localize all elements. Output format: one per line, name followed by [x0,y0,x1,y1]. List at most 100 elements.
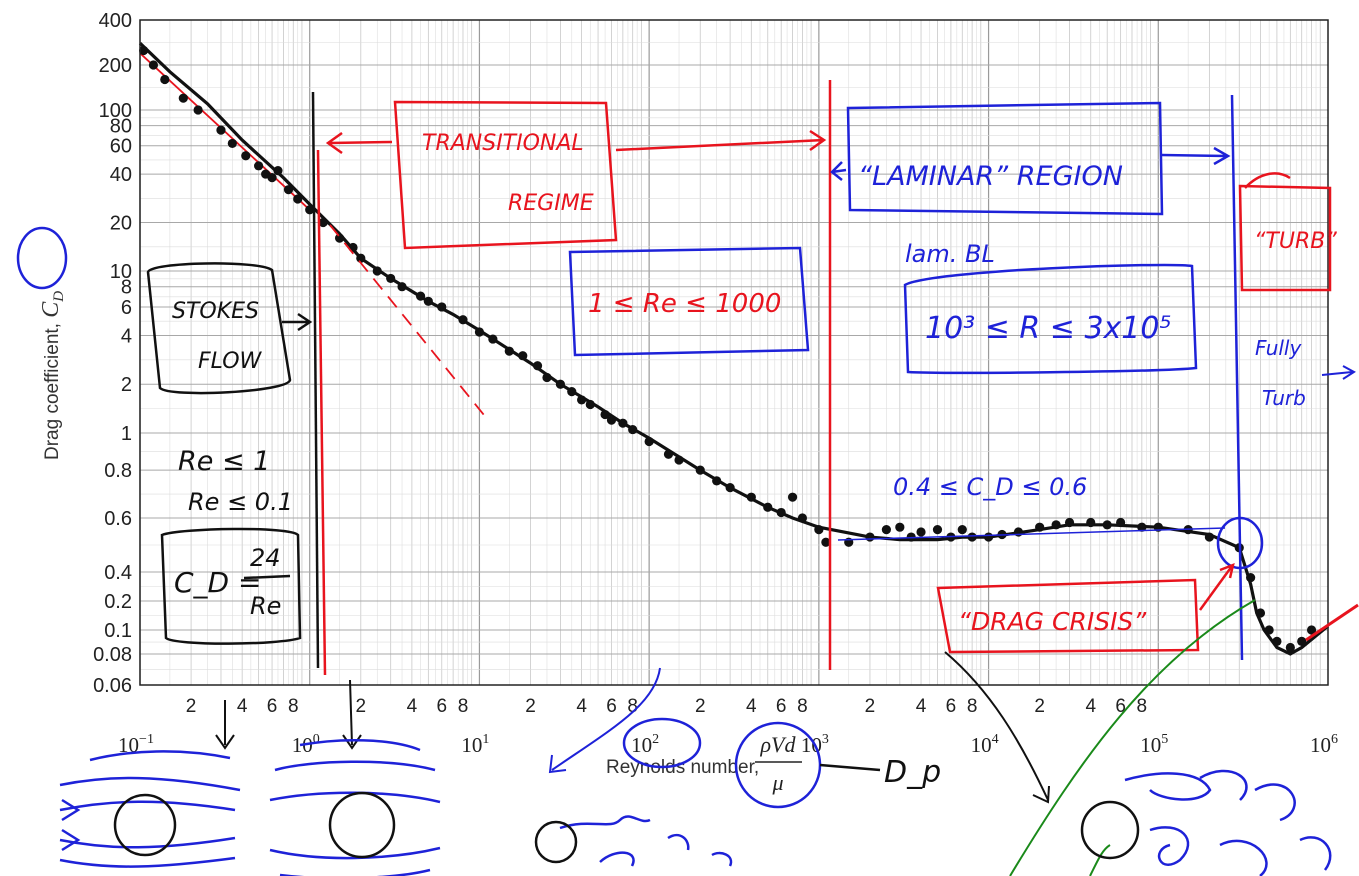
data-point [567,387,577,397]
y-tick-label: 10 [110,261,132,283]
data-point [356,253,366,263]
cd-formula-left: C_D = [174,566,261,599]
data-point [138,45,149,56]
data-point [273,166,283,176]
data-point [600,409,610,420]
data-point [423,296,433,306]
x-minor-tick-label: 6 [436,696,447,717]
data-point [193,105,203,115]
data-point [254,161,264,171]
data-point [916,527,926,537]
re-range-box [568,246,810,357]
r-range-box [903,263,1198,375]
data-point [585,399,595,410]
x-minor-tick-label: 2 [525,696,536,717]
data-point [293,194,303,204]
y-tick-label: 0.6 [104,508,132,530]
x-tick-labels: 2 4 6 8 2 4 6 8 2 4 6 8 2 4 6 8 2 4 6 8 2 4 6 810−1 100 101 102 103… [118,696,1338,757]
x-decade-tick-exponent: 3 [822,732,829,747]
x-decade-tick-exponent: 1 [482,732,489,747]
x-minor-tick-label: 8 [288,696,299,717]
x-minor-tick-label: 8 [797,696,808,717]
green-curve [1009,599,1256,876]
x-decade-tick-label: 102 [631,732,659,757]
data-point [1272,636,1282,646]
y-axis-title-text: Drag coefficient, [42,318,63,460]
r-range-label: 10³ ≤ R ≤ 3x10⁵ [925,311,1172,346]
data-point [695,465,705,475]
data-point [1204,532,1214,542]
x-minor-tick-label: 8 [967,696,978,717]
data-point [814,524,824,535]
dp-annotation: D_p [884,755,941,790]
data-point [776,507,786,518]
data-point [542,372,552,383]
y-axis-title-symbol: C [38,301,64,318]
x-minor-tick-label: 4 [407,696,418,717]
data-point [577,395,587,405]
x-minor-tick-label: 8 [458,696,469,717]
data-point [372,266,382,276]
data-point [1297,636,1307,646]
drag-crisis-box [936,578,1200,654]
x-minor-tick-label: 8 [1137,696,1148,717]
data-point [458,315,468,325]
data-point [1137,522,1147,532]
drag-crisis-label: “DRAG CRISIS” [958,607,1147,636]
x-decade-tick-base: 10 [971,733,992,757]
x-decade-tick-base: 10 [631,733,652,757]
y-tick-label: 0.1 [104,620,132,642]
flow-sketch-transitional [269,739,441,876]
x-minor-tick-label: 4 [237,696,248,717]
data-point [1051,520,1061,530]
data-point [1035,522,1045,532]
x-minor-tick-label: 6 [776,696,787,717]
data-point [1116,517,1126,528]
data-point [397,282,407,292]
y-tick-label: 0.2 [104,591,132,613]
data-point [895,522,905,532]
x-minor-tick-label: 6 [946,696,957,717]
data-point [1306,625,1317,635]
x-minor-tick-label: 6 [267,696,278,717]
y-tick-label: 4 [121,325,132,347]
data-point [797,513,808,523]
x-minor-tick-label: 4 [746,696,757,717]
data-point [488,334,498,344]
data-point [644,436,654,447]
decade-100-circle [622,717,702,769]
x-axis-title: Reynolds number, [606,757,759,778]
cd-formula-numerator: 24 [250,544,281,572]
data-point [160,74,170,85]
y-tick-label: 0.06 [93,675,132,697]
data-point [967,532,977,542]
data-point [865,532,875,542]
re-range-label: 1 ≤ Re ≤ 1000 [588,289,781,319]
fraction-numerator: ρVd [760,732,797,757]
x-decade-tick-exponent: 2 [652,732,659,747]
flow-sketch-laminar [534,815,733,867]
data-point [881,524,891,535]
data-point [1255,608,1266,618]
data-point [957,524,967,535]
y-tick-label: 2 [121,374,132,396]
x-minor-tick-label: 2 [695,696,706,717]
x-minor-tick-label: 8 [627,696,638,717]
x-decade-tick-exponent: −1 [139,732,154,747]
turb-box [1238,184,1332,292]
y-tick-label: 0.08 [93,644,132,666]
data-point [555,379,566,389]
data-point [334,233,345,243]
plot-frame [139,19,1329,686]
x-decade-tick-exponent: 4 [992,732,999,747]
data-point [227,138,237,149]
cd-band-line [837,527,1226,541]
data-point [267,173,277,183]
data-point [1064,517,1075,528]
data-point [983,532,994,542]
transitional-label: TRANSITIONAL [422,131,584,156]
laminar-box [846,101,1164,216]
crisis-circle [1216,516,1264,570]
data-point [663,449,674,459]
data-point [504,346,514,356]
